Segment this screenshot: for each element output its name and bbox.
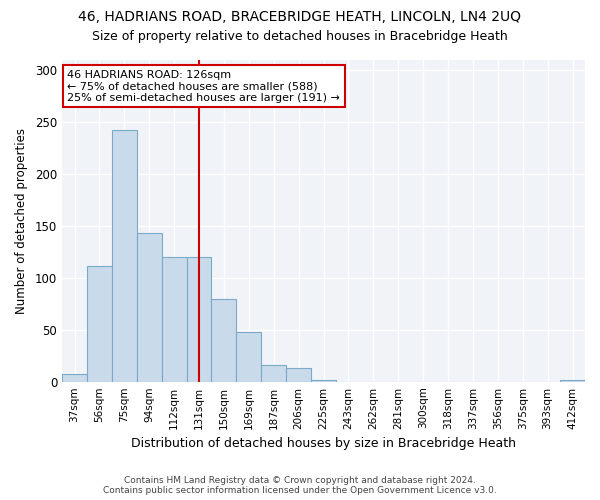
Bar (137, 234, 161, 382)
Bar (211, 298, 236, 382)
Bar (560, 380, 585, 382)
Bar (261, 365, 286, 382)
Bar (62, 374, 87, 382)
X-axis label: Distribution of detached houses by size in Bracebridge Heath: Distribution of detached houses by size … (131, 437, 516, 450)
Bar (286, 368, 311, 382)
Bar (161, 257, 187, 382)
Text: Contains HM Land Registry data © Crown copyright and database right 2024.
Contai: Contains HM Land Registry data © Crown c… (103, 476, 497, 495)
Bar (87, 266, 112, 382)
Y-axis label: Number of detached properties: Number of detached properties (15, 128, 28, 314)
Text: 46 HADRIANS ROAD: 126sqm
← 75% of detached houses are smaller (588)
25% of semi-: 46 HADRIANS ROAD: 126sqm ← 75% of detach… (67, 70, 340, 103)
Bar (311, 380, 336, 382)
Text: Size of property relative to detached houses in Bracebridge Heath: Size of property relative to detached ho… (92, 30, 508, 43)
Bar (236, 332, 261, 382)
Bar (187, 257, 211, 382)
Bar (112, 130, 137, 382)
Text: 46, HADRIANS ROAD, BRACEBRIDGE HEATH, LINCOLN, LN4 2UQ: 46, HADRIANS ROAD, BRACEBRIDGE HEATH, LI… (79, 10, 521, 24)
